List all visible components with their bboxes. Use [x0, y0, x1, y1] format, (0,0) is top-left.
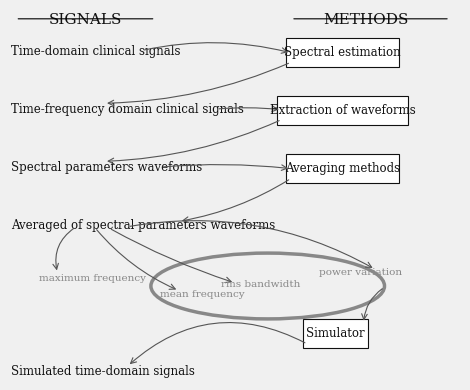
- Text: Time-frequency domain clinical signals: Time-frequency domain clinical signals: [11, 103, 243, 116]
- Text: Extraction of waveforms: Extraction of waveforms: [270, 104, 415, 117]
- Text: rms bandwidth: rms bandwidth: [221, 280, 300, 289]
- FancyBboxPatch shape: [286, 38, 399, 67]
- Text: METHODS: METHODS: [323, 13, 408, 27]
- Text: SIGNALS: SIGNALS: [49, 13, 122, 27]
- Text: Averaged of spectral parameters waveforms: Averaged of spectral parameters waveform…: [11, 220, 275, 232]
- Text: Simulated time-domain signals: Simulated time-domain signals: [11, 365, 195, 378]
- Text: maximum frequency: maximum frequency: [39, 274, 146, 283]
- Text: Time-domain clinical signals: Time-domain clinical signals: [11, 45, 180, 58]
- Text: Simulator: Simulator: [306, 327, 365, 340]
- Text: Spectral estimation: Spectral estimation: [284, 46, 401, 59]
- Text: Spectral parameters waveforms: Spectral parameters waveforms: [11, 161, 202, 174]
- FancyBboxPatch shape: [286, 154, 399, 183]
- FancyBboxPatch shape: [277, 96, 408, 125]
- Text: Averaging methods: Averaging methods: [285, 162, 400, 176]
- Text: power variation: power variation: [319, 268, 402, 277]
- Text: mean frequency: mean frequency: [160, 291, 245, 300]
- FancyBboxPatch shape: [303, 319, 368, 348]
